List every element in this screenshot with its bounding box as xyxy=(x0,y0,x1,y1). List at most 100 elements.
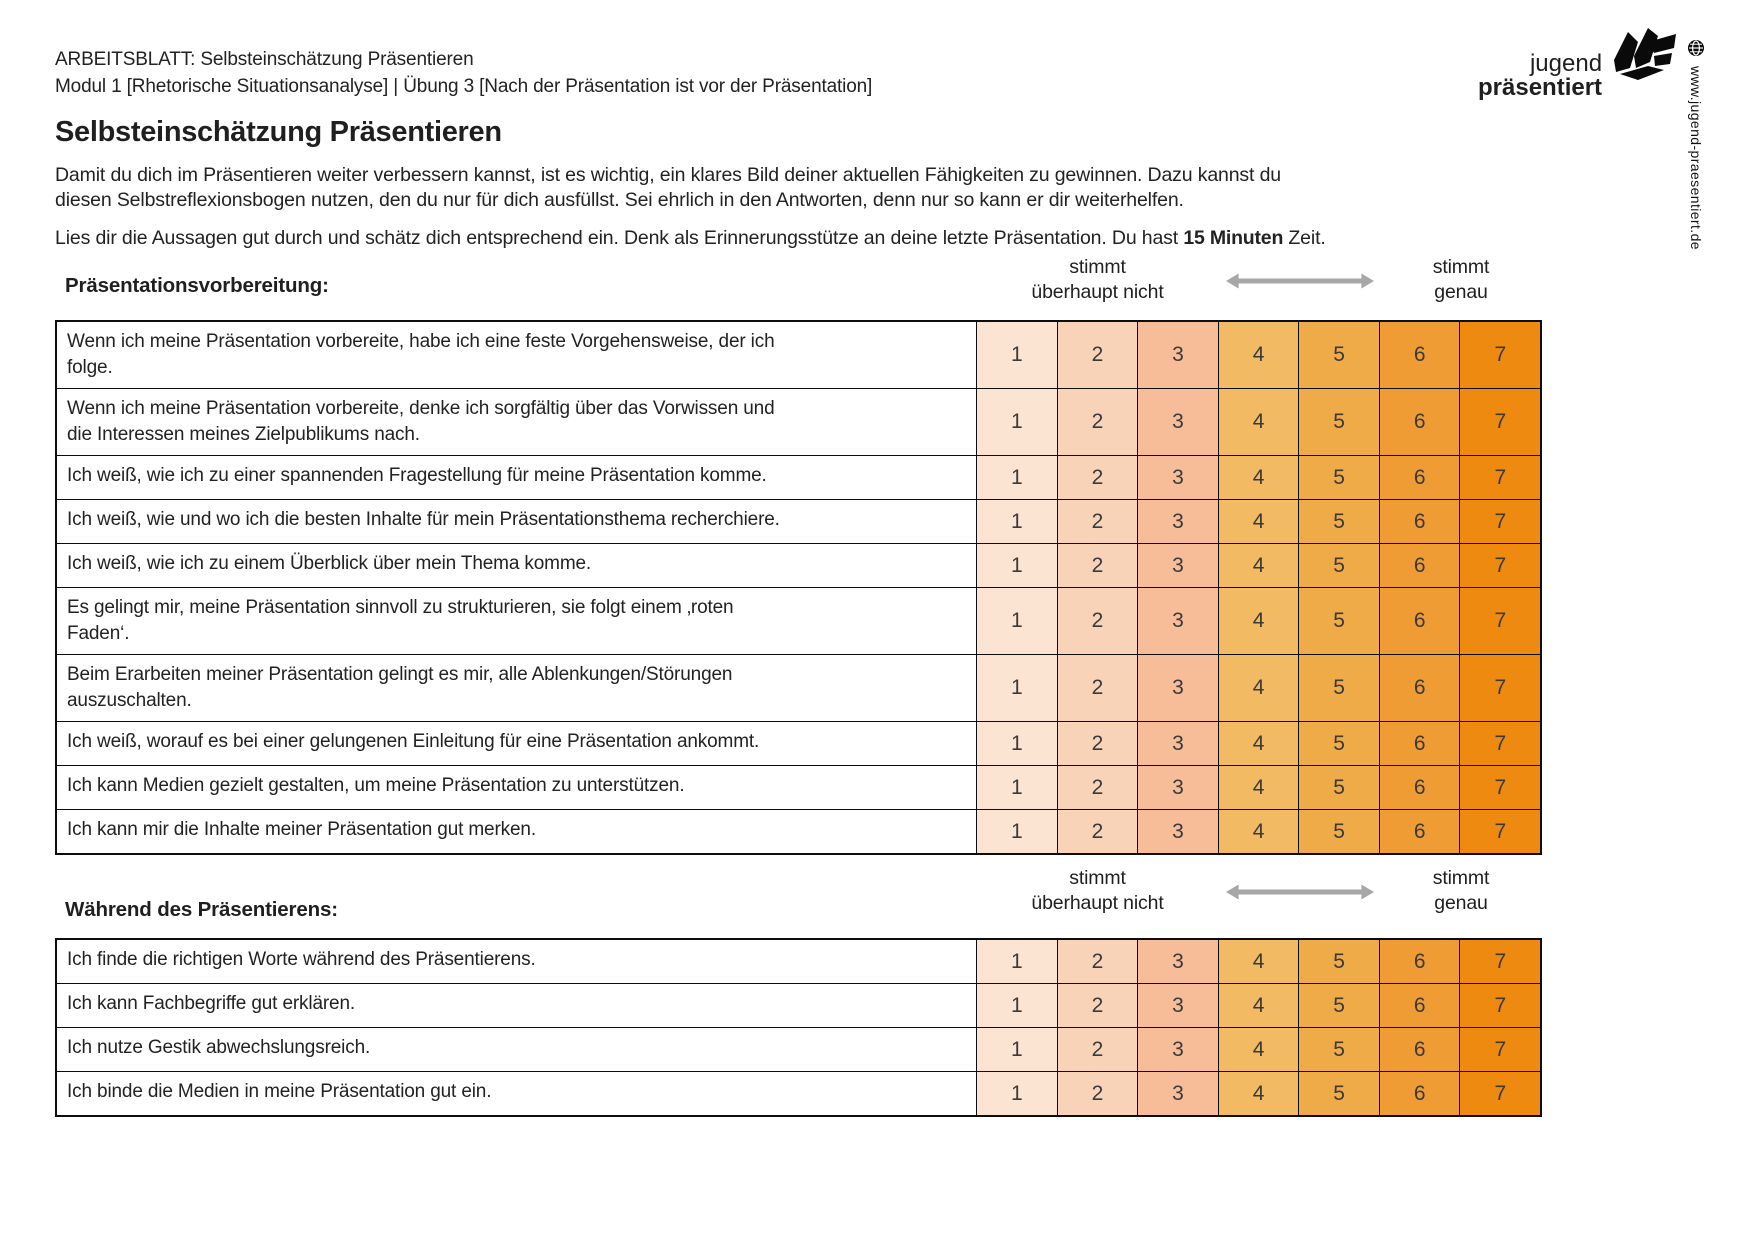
scale-cell-3[interactable]: 3 xyxy=(1137,766,1218,809)
scale-cell-4[interactable]: 4 xyxy=(1217,655,1299,721)
scale-cell-2[interactable]: 2 xyxy=(1056,389,1138,455)
scale-cell-5[interactable]: 5 xyxy=(1298,588,1379,654)
scale-cell-7[interactable]: 7 xyxy=(1459,1028,1540,1071)
scale-cell-5[interactable]: 5 xyxy=(1298,456,1379,499)
scale-cell-4[interactable]: 4 xyxy=(1217,588,1299,654)
scale-cell-3[interactable]: 3 xyxy=(1137,984,1218,1027)
scale-cell-6[interactable]: 6 xyxy=(1378,1072,1460,1115)
scale-cell-4[interactable]: 4 xyxy=(1217,1028,1299,1071)
scale-cell-6[interactable]: 6 xyxy=(1378,544,1460,587)
scale-cell-5[interactable]: 5 xyxy=(1298,500,1379,543)
scale-cell-2[interactable]: 2 xyxy=(1056,1072,1138,1115)
scale-cell-7[interactable]: 7 xyxy=(1459,389,1540,455)
scale-cell-4[interactable]: 4 xyxy=(1217,544,1299,587)
scale-cell-2[interactable]: 2 xyxy=(1056,322,1138,388)
scale-cell-7[interactable]: 7 xyxy=(1459,655,1540,721)
scale-cell-3[interactable]: 3 xyxy=(1137,722,1218,765)
scale-cell-7[interactable]: 7 xyxy=(1459,984,1540,1027)
scale-cell-5[interactable]: 5 xyxy=(1298,544,1379,587)
scale-cell-7[interactable]: 7 xyxy=(1459,940,1540,983)
scale-cell-3[interactable]: 3 xyxy=(1137,810,1218,853)
scale-cell-1[interactable]: 1 xyxy=(976,940,1057,983)
scale-cell-1[interactable]: 1 xyxy=(976,722,1057,765)
scale-cell-6[interactable]: 6 xyxy=(1378,500,1460,543)
scale-cell-4[interactable]: 4 xyxy=(1217,940,1299,983)
scale-cell-2[interactable]: 2 xyxy=(1056,940,1138,983)
scale-cell-2[interactable]: 2 xyxy=(1056,500,1138,543)
scale-cell-6[interactable]: 6 xyxy=(1378,940,1460,983)
scale-cell-7[interactable]: 7 xyxy=(1459,544,1540,587)
scale-cell-3[interactable]: 3 xyxy=(1137,389,1218,455)
scale-cell-5[interactable]: 5 xyxy=(1298,722,1379,765)
scale-cell-5[interactable]: 5 xyxy=(1298,1072,1379,1115)
scale-cell-5[interactable]: 5 xyxy=(1298,766,1379,809)
scale-cell-2[interactable]: 2 xyxy=(1056,544,1138,587)
scale-cell-6[interactable]: 6 xyxy=(1378,722,1460,765)
scale-cell-7[interactable]: 7 xyxy=(1459,322,1540,388)
scale-cell-3[interactable]: 3 xyxy=(1137,322,1218,388)
scale-cell-6[interactable]: 6 xyxy=(1378,1028,1460,1071)
scale-cell-7[interactable]: 7 xyxy=(1459,766,1540,809)
scale-cell-7[interactable]: 7 xyxy=(1459,810,1540,853)
scale-cell-4[interactable]: 4 xyxy=(1217,1072,1299,1115)
scale-cell-4[interactable]: 4 xyxy=(1217,500,1299,543)
scale-cell-1[interactable]: 1 xyxy=(976,810,1057,853)
scale-cell-5[interactable]: 5 xyxy=(1298,984,1379,1027)
scale-cell-2[interactable]: 2 xyxy=(1056,588,1138,654)
scale-cell-4[interactable]: 4 xyxy=(1217,810,1299,853)
scale-cell-3[interactable]: 3 xyxy=(1137,1028,1218,1071)
scale-cell-7[interactable]: 7 xyxy=(1459,588,1540,654)
scale-cell-4[interactable]: 4 xyxy=(1217,322,1299,388)
scale-cell-5[interactable]: 5 xyxy=(1298,940,1379,983)
scale-cell-4[interactable]: 4 xyxy=(1217,984,1299,1027)
scale-cell-1[interactable]: 1 xyxy=(976,984,1057,1027)
scale-cell-5[interactable]: 5 xyxy=(1298,1028,1379,1071)
scale-cell-1[interactable]: 1 xyxy=(976,322,1057,388)
scale-cell-4[interactable]: 4 xyxy=(1217,456,1299,499)
scale-cell-7[interactable]: 7 xyxy=(1459,722,1540,765)
scale-cell-5[interactable]: 5 xyxy=(1298,322,1379,388)
scale-cell-6[interactable]: 6 xyxy=(1378,984,1460,1027)
scale-cell-2[interactable]: 2 xyxy=(1056,1028,1138,1071)
scale-cell-1[interactable]: 1 xyxy=(976,456,1057,499)
scale-cell-6[interactable]: 6 xyxy=(1378,456,1460,499)
scale-cell-6[interactable]: 6 xyxy=(1378,766,1460,809)
scale-cell-2[interactable]: 2 xyxy=(1056,984,1138,1027)
scale-cell-3[interactable]: 3 xyxy=(1137,588,1218,654)
scale-cell-3[interactable]: 3 xyxy=(1137,500,1218,543)
scale-cell-5[interactable]: 5 xyxy=(1298,810,1379,853)
scale-cell-1[interactable]: 1 xyxy=(976,766,1057,809)
scale-cell-2[interactable]: 2 xyxy=(1056,766,1138,809)
scale-cell-6[interactable]: 6 xyxy=(1378,389,1460,455)
scale-arrow-icon xyxy=(1220,255,1380,305)
scale-cell-3[interactable]: 3 xyxy=(1137,940,1218,983)
scale-cell-7[interactable]: 7 xyxy=(1459,456,1540,499)
scale-cell-1[interactable]: 1 xyxy=(976,544,1057,587)
scale-cell-1[interactable]: 1 xyxy=(976,1028,1057,1071)
scale-cell-6[interactable]: 6 xyxy=(1378,810,1460,853)
scale-cell-3[interactable]: 3 xyxy=(1137,544,1218,587)
scale-cell-7[interactable]: 7 xyxy=(1459,500,1540,543)
scale-cell-2[interactable]: 2 xyxy=(1056,456,1138,499)
scale-cell-3[interactable]: 3 xyxy=(1137,655,1218,721)
scale-cell-4[interactable]: 4 xyxy=(1217,389,1299,455)
scale-cell-5[interactable]: 5 xyxy=(1298,389,1379,455)
scale-cell-4[interactable]: 4 xyxy=(1217,766,1299,809)
scale-cell-7[interactable]: 7 xyxy=(1459,1072,1540,1115)
scale-cell-6[interactable]: 6 xyxy=(1378,655,1460,721)
scale-cell-3[interactable]: 3 xyxy=(1137,1072,1218,1115)
scale-cell-2[interactable]: 2 xyxy=(1056,655,1138,721)
scale-cell-4[interactable]: 4 xyxy=(1217,722,1299,765)
scale-cell-5[interactable]: 5 xyxy=(1298,655,1379,721)
jugend-praesentiert-mark-icon xyxy=(1608,26,1680,93)
scale-cell-2[interactable]: 2 xyxy=(1056,810,1138,853)
scale-cell-1[interactable]: 1 xyxy=(976,1072,1057,1115)
scale-cell-6[interactable]: 6 xyxy=(1378,588,1460,654)
scale-cell-1[interactable]: 1 xyxy=(976,500,1057,543)
scale-cell-1[interactable]: 1 xyxy=(976,588,1057,654)
scale-cell-6[interactable]: 6 xyxy=(1378,322,1460,388)
scale-cell-1[interactable]: 1 xyxy=(976,389,1057,455)
scale-cell-1[interactable]: 1 xyxy=(976,655,1057,721)
scale-cell-3[interactable]: 3 xyxy=(1137,456,1218,499)
scale-cell-2[interactable]: 2 xyxy=(1056,722,1138,765)
